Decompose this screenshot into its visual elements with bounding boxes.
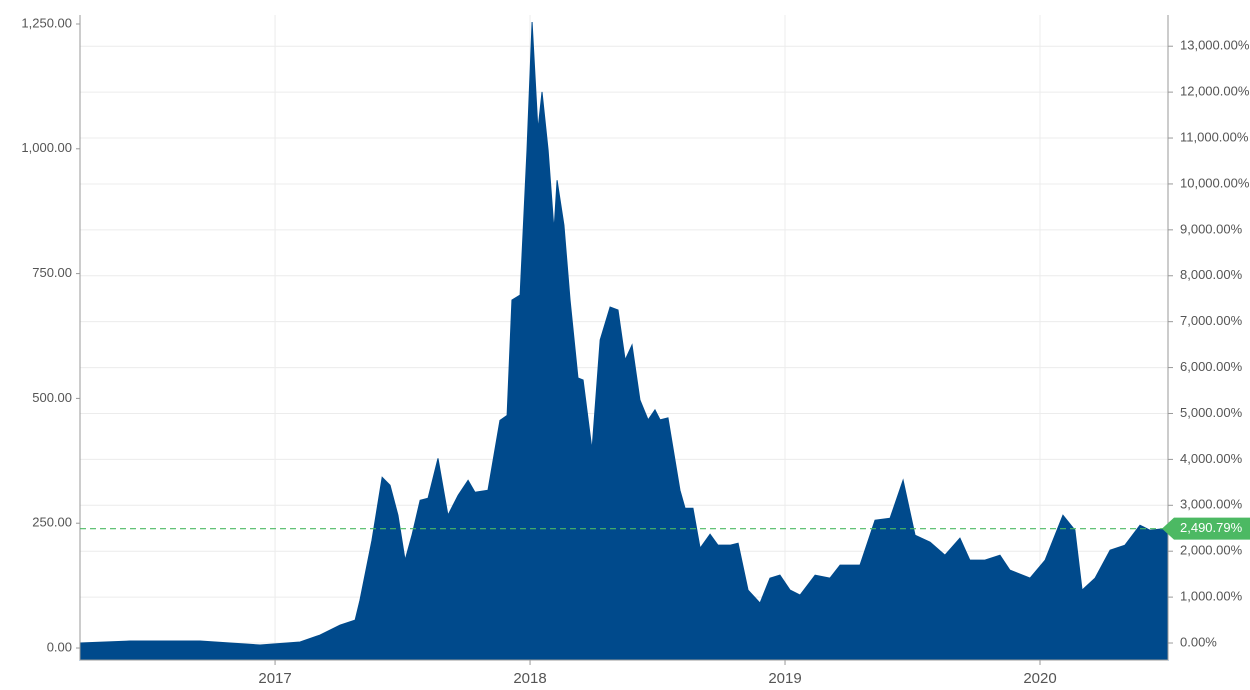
- x-tick-label: 2019: [768, 670, 801, 687]
- x-tick-label: 2020: [1023, 670, 1056, 687]
- y-tick-label: 1,250.00: [21, 15, 72, 30]
- y-tick-label: 500.00: [32, 390, 72, 405]
- axes: 0.00% 1,000.00% 2,000.00% 3,000.00% 4,000.00…: [3, 15, 1250, 687]
- y2-tick-label: 12,000.00%: [1180, 84, 1250, 99]
- y2-tick-label: 8,000.00%: [1180, 267, 1243, 282]
- x-tick-label: 2016: [3, 670, 36, 687]
- y2-tick-label: 6,000.00%: [1180, 359, 1243, 374]
- y2-tick-label: 2,000.00%: [1180, 543, 1243, 558]
- y2-tick-label: 5,000.00%: [1180, 405, 1243, 420]
- y-tick-label: 250.00: [32, 515, 72, 530]
- area: [79, 21, 1169, 661]
- y2-tick-label: 7,000.00%: [1180, 313, 1243, 328]
- y2-tick-label: 1,000.00%: [1180, 589, 1243, 604]
- y2-tick-label: 4,000.00%: [1180, 451, 1243, 466]
- y-tick-label: 1,000.00: [21, 140, 72, 155]
- y2-tick-label: 10,000.00%: [1180, 175, 1250, 190]
- y-tick-label: 750.00: [32, 265, 72, 280]
- plot: [79, 21, 1169, 661]
- y2-tick-label: 0.00%: [1180, 634, 1217, 649]
- y2-tick-label: 9,000.00%: [1180, 221, 1243, 236]
- reference-label: 2,490.79%: [1180, 520, 1243, 535]
- y2-tick-label: 13,000.00%: [1180, 38, 1250, 53]
- x-tick-label: 2017: [258, 670, 291, 687]
- y2-tick-label: 11,000.00%: [1180, 129, 1249, 144]
- x-tick-label: 2018: [513, 670, 546, 687]
- y-tick-label: 0.00: [47, 639, 72, 654]
- reference-badge: [1162, 517, 1250, 540]
- y2-tick-label: 3,000.00%: [1180, 497, 1243, 512]
